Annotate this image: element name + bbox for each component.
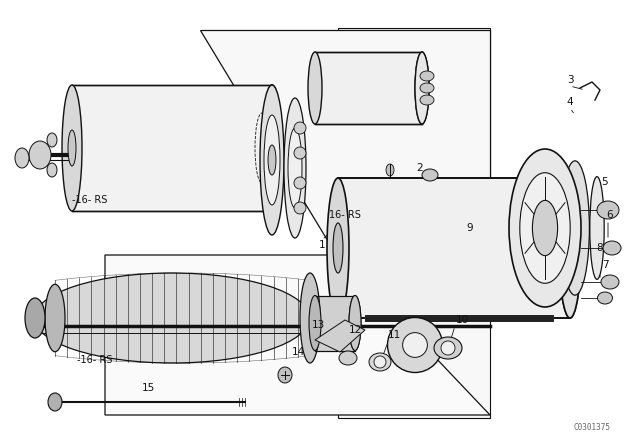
Ellipse shape xyxy=(294,202,306,214)
Ellipse shape xyxy=(601,275,619,289)
Ellipse shape xyxy=(415,52,429,124)
Ellipse shape xyxy=(598,292,612,304)
Polygon shape xyxy=(315,320,365,352)
Ellipse shape xyxy=(284,98,306,238)
Ellipse shape xyxy=(268,145,276,175)
Ellipse shape xyxy=(415,52,429,124)
Ellipse shape xyxy=(422,169,438,181)
Ellipse shape xyxy=(420,95,434,105)
Ellipse shape xyxy=(47,133,57,147)
Ellipse shape xyxy=(561,161,589,295)
Text: 11: 11 xyxy=(387,330,401,340)
Ellipse shape xyxy=(47,163,57,177)
Ellipse shape xyxy=(262,85,282,211)
Ellipse shape xyxy=(420,71,434,81)
Ellipse shape xyxy=(559,178,581,318)
Ellipse shape xyxy=(339,351,357,365)
Ellipse shape xyxy=(349,296,361,350)
Ellipse shape xyxy=(559,178,581,318)
Ellipse shape xyxy=(420,83,434,93)
Text: 3: 3 xyxy=(566,75,573,85)
Polygon shape xyxy=(105,255,490,415)
Text: 13: 13 xyxy=(312,320,324,330)
Ellipse shape xyxy=(403,332,428,358)
Ellipse shape xyxy=(35,273,310,363)
Bar xyxy=(72,85,272,211)
Ellipse shape xyxy=(294,177,306,189)
Ellipse shape xyxy=(509,149,581,307)
Ellipse shape xyxy=(278,367,292,383)
Ellipse shape xyxy=(25,298,45,338)
Text: 12: 12 xyxy=(348,325,362,335)
Ellipse shape xyxy=(48,393,62,411)
Text: 5: 5 xyxy=(602,177,608,187)
Bar xyxy=(315,52,422,124)
Bar xyxy=(315,52,422,124)
Circle shape xyxy=(441,341,455,355)
Ellipse shape xyxy=(603,241,621,255)
Circle shape xyxy=(374,356,386,368)
Bar xyxy=(315,296,355,350)
Ellipse shape xyxy=(327,178,349,318)
Ellipse shape xyxy=(15,148,29,168)
Bar xyxy=(315,296,355,350)
Ellipse shape xyxy=(520,172,570,283)
Text: C0301375: C0301375 xyxy=(573,423,610,432)
Ellipse shape xyxy=(387,318,442,372)
Text: 7: 7 xyxy=(602,260,608,270)
Text: 9: 9 xyxy=(467,223,474,233)
Ellipse shape xyxy=(532,200,557,256)
Text: -16- RS: -16- RS xyxy=(77,355,113,365)
Text: 16- RS: 16- RS xyxy=(329,210,361,220)
Ellipse shape xyxy=(300,273,320,363)
Text: 15: 15 xyxy=(141,383,155,393)
Bar xyxy=(72,85,272,211)
Ellipse shape xyxy=(333,223,343,273)
Ellipse shape xyxy=(434,337,462,359)
Text: 4: 4 xyxy=(566,97,573,107)
Ellipse shape xyxy=(262,85,282,211)
Ellipse shape xyxy=(597,201,619,219)
Ellipse shape xyxy=(294,147,306,159)
Ellipse shape xyxy=(260,85,284,235)
Polygon shape xyxy=(200,30,490,258)
Ellipse shape xyxy=(45,284,65,352)
Ellipse shape xyxy=(288,128,302,208)
Bar xyxy=(338,178,570,318)
Polygon shape xyxy=(338,28,490,418)
Text: 10: 10 xyxy=(456,315,468,325)
Ellipse shape xyxy=(590,177,604,280)
Ellipse shape xyxy=(62,85,82,211)
Text: 6: 6 xyxy=(607,210,613,220)
Ellipse shape xyxy=(386,164,394,176)
Text: 14: 14 xyxy=(291,347,305,357)
Ellipse shape xyxy=(309,296,321,350)
Text: -16- RS: -16- RS xyxy=(72,195,108,205)
Text: 2: 2 xyxy=(417,163,423,173)
Ellipse shape xyxy=(29,141,51,169)
Ellipse shape xyxy=(264,115,280,205)
Ellipse shape xyxy=(294,122,306,134)
Text: 8: 8 xyxy=(596,243,604,253)
Ellipse shape xyxy=(349,296,361,350)
Text: 1: 1 xyxy=(319,240,325,250)
Ellipse shape xyxy=(308,52,322,124)
Ellipse shape xyxy=(369,353,391,371)
Bar xyxy=(338,178,570,318)
Ellipse shape xyxy=(68,130,76,166)
